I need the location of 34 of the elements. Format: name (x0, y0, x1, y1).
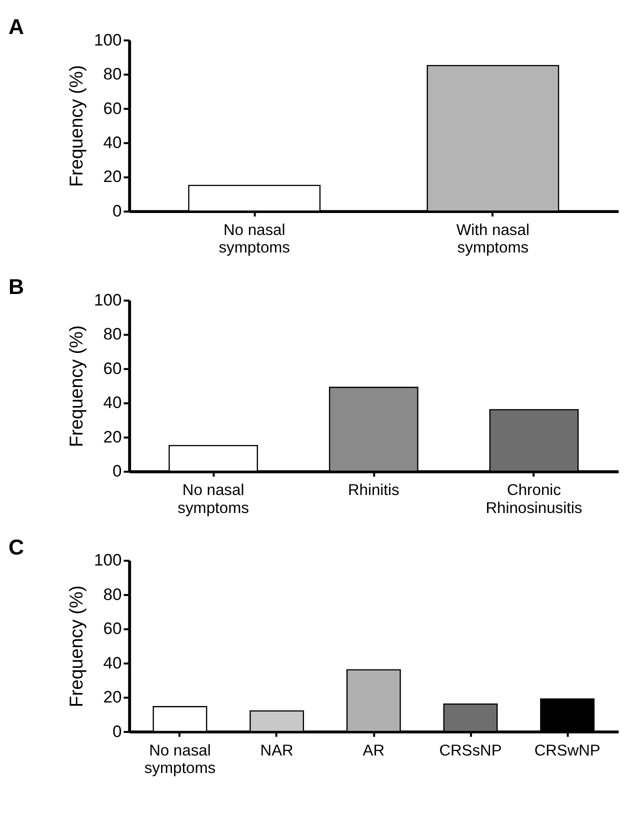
y-tick-label: 80 (103, 64, 122, 84)
x-tick-label: No nasal symptoms (178, 482, 250, 517)
y-tick-label: 0 (112, 201, 122, 220)
chart-title: C (8, 535, 24, 560)
y-tick-label: 20 (103, 167, 122, 186)
y-tick-label: 60 (103, 98, 122, 118)
y-tick-label: 100 (94, 550, 122, 570)
x-tick-label: CRSwNP (534, 742, 600, 760)
x-tick-label: AR (362, 742, 385, 760)
x-tick-label: With nasal symptoms (456, 222, 530, 257)
y-tick-label: 40 (103, 653, 122, 672)
y-axis-title: Frequency (%) (65, 585, 86, 708)
y-tick-label: 0 (112, 462, 122, 481)
y-tick-label: 0 (112, 722, 122, 741)
y-tick-label: 80 (103, 584, 122, 604)
y-tick-label: 40 (103, 393, 122, 412)
y-tick-label: 80 (103, 324, 122, 344)
y-axis-title: Frequency (%) (65, 325, 86, 448)
x-tick-label: Chronic Rhinosinusitis (486, 482, 582, 517)
x-tick-label: Rhinitis (348, 482, 400, 500)
y-tick-label: 100 (94, 290, 122, 310)
y-tick-label: 20 (103, 427, 122, 446)
x-tick-label: No nasal symptoms (218, 222, 290, 257)
x-tick-label: CRSsNP (439, 742, 502, 760)
chart-title: A (8, 15, 24, 40)
x-tick-label: NAR (260, 742, 294, 760)
chart-title: B (8, 275, 24, 300)
y-tick-label: 100 (94, 30, 122, 50)
y-tick-label: 60 (103, 358, 122, 378)
y-tick-label: 20 (103, 688, 122, 707)
y-axis-title: Frequency (%) (65, 65, 86, 187)
y-tick-label: 60 (103, 619, 122, 638)
x-tick-label: No nasal symptoms (144, 742, 216, 778)
y-tick-label: 40 (103, 133, 122, 152)
